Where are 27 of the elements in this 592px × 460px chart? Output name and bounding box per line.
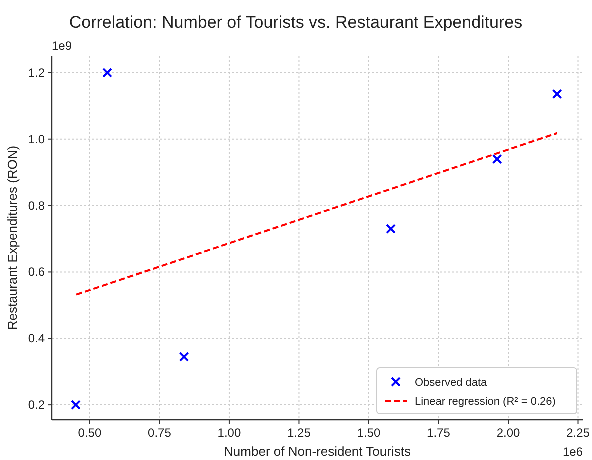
x-tick-label: 0.75 [148,426,172,440]
x-tick-label: 1.00 [218,426,242,440]
y-axis-title: Restaurant Expenditures (RON) [5,146,20,330]
y-tick-label: 0.6 [28,265,46,280]
x-axis-title: Number of Non-resident Tourists [224,444,412,459]
x-tick-label: 1.50 [357,426,381,440]
point [102,68,113,78]
point [179,352,190,362]
x-tick-label: 0.50 [78,426,102,440]
text: 1e6 [562,445,584,459]
y-tick-label: 1.2 [28,66,46,80]
point [552,89,562,100]
y-tick-label: 1.0 [28,132,46,146]
text: 1e9 [52,39,72,53]
x-tick-label: 2.00 [496,426,520,440]
y-tick-label: 0.2 [28,398,46,412]
point [386,224,396,234]
legend-label: Linear regression (R² = 0.26) [415,396,556,408]
chart-title: Correlation: Number of Tourists vs. Restaurant Expenditures [69,13,523,32]
x-tick-label: 2.25 [566,426,590,440]
y-tick-label: 0.4 [28,332,46,346]
x-tick-label: 1.75 [427,426,451,440]
legend-label: Observed data [415,377,488,389]
y-tick-label: 0.8 [28,198,46,213]
point [70,400,81,410]
point [492,154,502,164]
x-tick-label: 1.25 [288,426,312,440]
